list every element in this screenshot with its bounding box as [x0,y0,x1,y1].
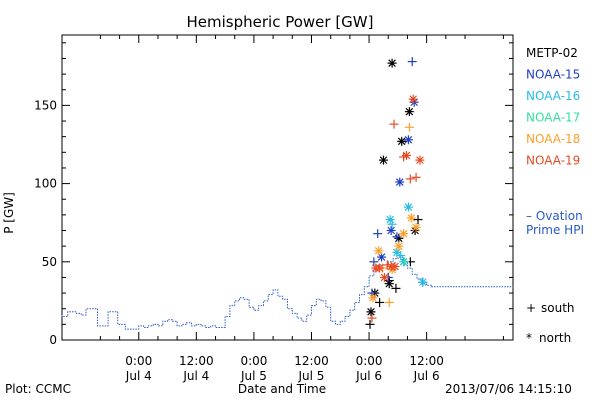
legend-metp-02: METP-02 [526,46,578,60]
point-noaa-19 [405,174,415,184]
marker-south-symbol: + [526,301,536,315]
point-noaa-16 [385,215,395,225]
point-noaa-16 [418,277,428,287]
legend-noaa-19: NOAA-19 [526,154,580,168]
point-noaa-15 [392,232,402,242]
legend-ovation-line2: Prime HPI [526,223,584,237]
x-tick-date: Jul 4 [125,369,152,383]
x-tick-time: 0:00 [240,354,267,368]
legend: METP-02 NOAA-15 NOAA-16 NOAA-17 NOAA-18 NOAA-… [526,46,584,345]
legend-noaa-16: NOAA-16 [526,89,580,103]
point-noaa-18 [384,297,394,307]
point-noaa-19 [389,119,399,129]
point-metp-02 [375,297,385,307]
ovation-line [61,256,513,330]
legend-noaa-15: NOAA-15 [526,68,580,82]
point-noaa-18 [368,293,378,303]
x-tick-time: 12:00 [294,354,329,368]
point-metp-02 [413,215,423,225]
point-metp-02 [397,136,407,146]
marker-north-label: north [539,331,571,345]
x-tick-time: 12:00 [179,354,214,368]
point-noaa-19 [375,263,385,273]
point-noaa-16 [403,202,413,212]
point-metp-02 [366,307,376,317]
point-noaa-18 [406,213,416,223]
x-axis-label: Date and Time [238,382,326,396]
point-noaa-19 [415,155,425,165]
point-noaa-17 [400,257,410,267]
marker-north-symbol: * [526,331,532,345]
x-tick-time: 0:00 [356,354,383,368]
legend-noaa-17: NOAA-17 [526,111,580,125]
y-tick-label: 50 [42,255,57,269]
point-noaa-15 [403,135,413,145]
point-noaa-18 [394,241,404,251]
y-tick-label: 100 [34,177,57,191]
y-tick-label: 0 [49,333,57,347]
x-tick-time: 0:00 [125,354,152,368]
point-noaa-15 [373,229,383,239]
x-tick-date: Jul 5 [298,369,325,383]
point-noaa-19 [401,150,411,160]
y-tick-label: 150 [34,98,57,112]
point-noaa-18 [374,246,384,256]
x-tick-date: Jul 6 [355,369,382,383]
x-tick-date: Jul 5 [240,369,267,383]
point-noaa-19 [408,94,418,104]
x-tick-date: Jul 6 [413,369,440,383]
point-noaa-16 [387,219,397,229]
legend-noaa-18: NOAA-18 [526,132,580,146]
point-noaa-15 [369,257,379,267]
point-noaa-15 [407,57,417,67]
point-noaa-19 [379,272,389,282]
satellite-points [365,57,428,329]
point-noaa-15 [395,177,405,187]
point-metp-02 [404,107,414,117]
ovation-series [61,256,513,330]
legend-ovation-line1: – Ovation [526,209,583,223]
point-noaa-19 [367,313,377,323]
chart-title: Hemispheric Power [GW] [187,13,374,31]
marker-south-label: south [541,301,575,315]
y-axis-label: P [GW] [2,192,16,234]
point-metp-02 [387,58,397,68]
footer-timestamp: 2013/07/06 14:15:10 [445,382,572,396]
point-noaa-18 [399,229,409,239]
x-tick-time: 12:00 [409,354,444,368]
point-noaa-19 [411,172,421,182]
point-metp-02 [391,283,401,293]
point-noaa-15 [386,226,396,236]
plot-frame [61,34,514,341]
point-metp-02 [365,319,375,329]
footer-left: Plot: CCMC [5,382,71,396]
point-metp-02 [378,155,388,165]
point-noaa-19 [390,261,400,271]
point-noaa-18 [404,122,414,132]
point-noaa-18 [411,222,421,232]
x-tick-date: Jul 4 [182,369,209,383]
